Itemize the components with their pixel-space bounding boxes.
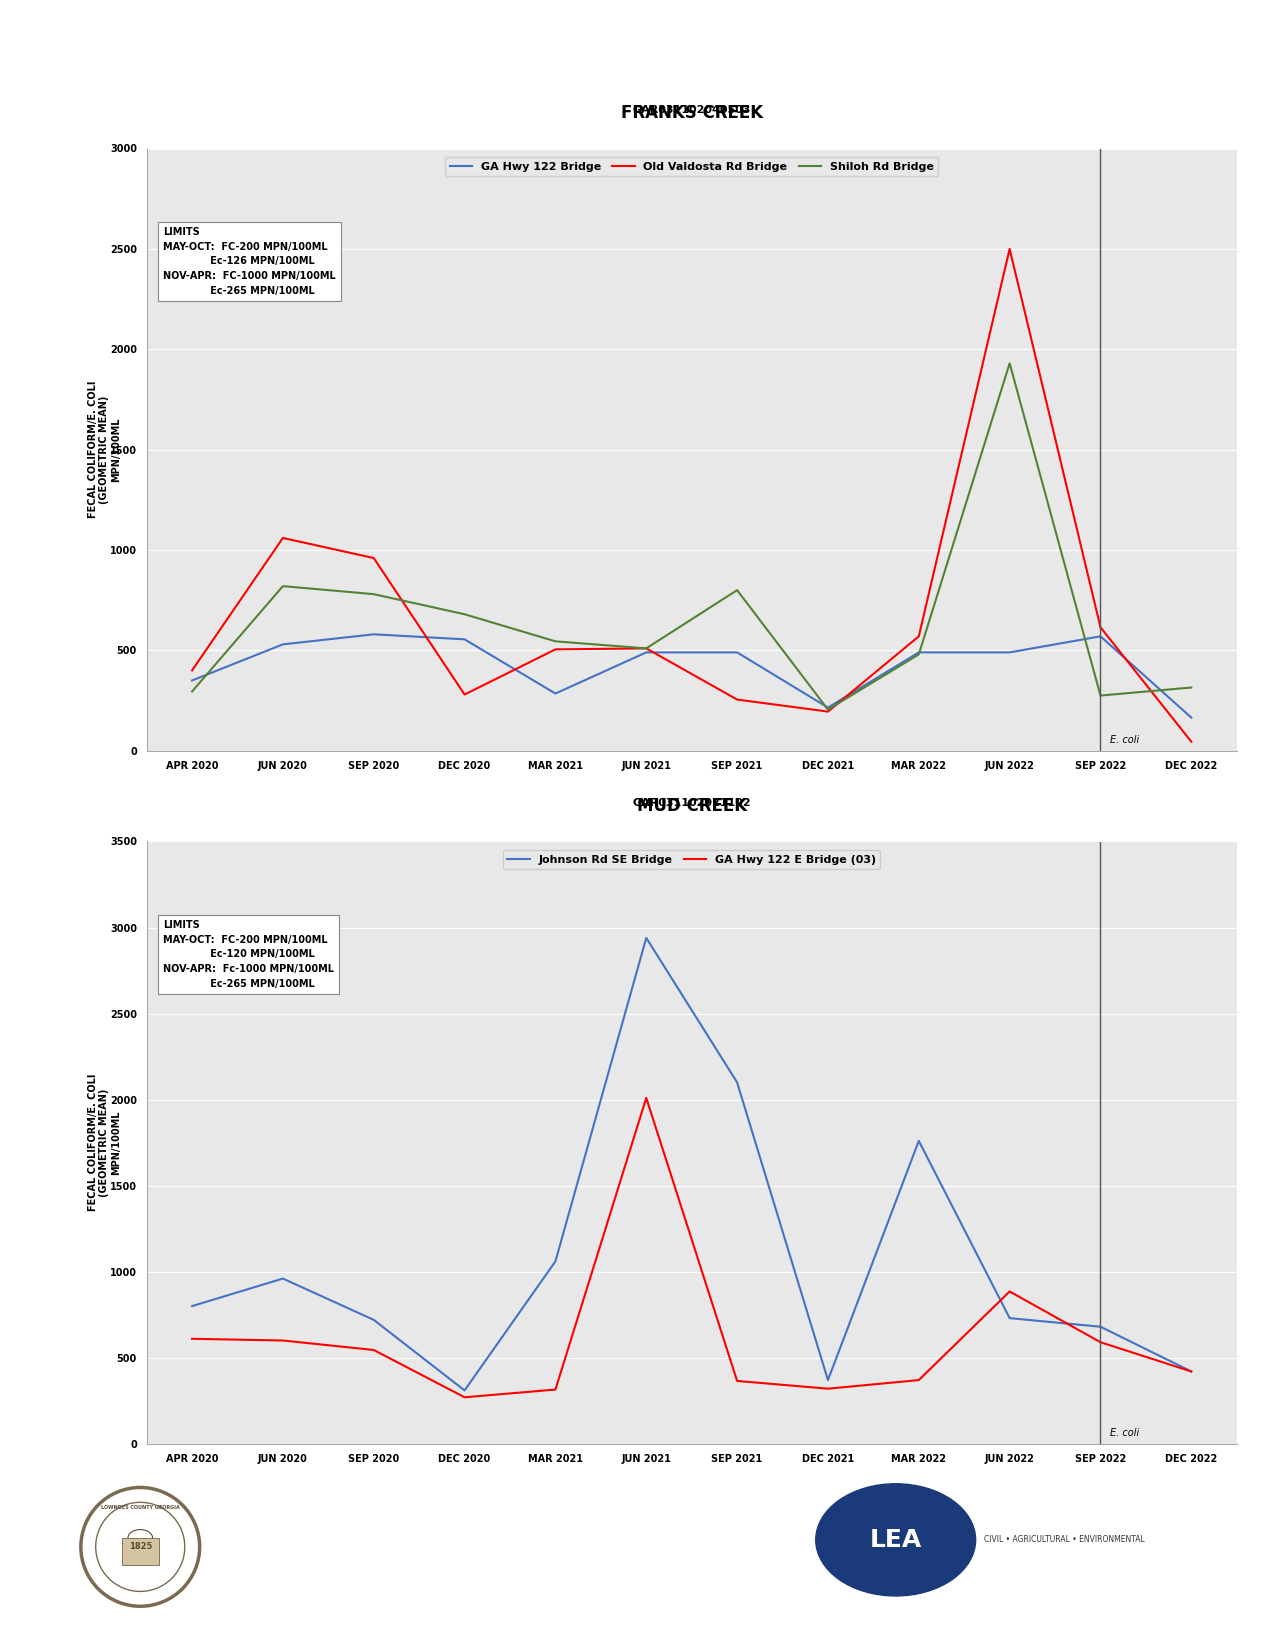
Title: MUD CREEK: MUD CREEK [636, 797, 747, 815]
Text: LEA: LEA [870, 1528, 922, 1553]
Ellipse shape [816, 1483, 975, 1596]
Text: LOWNDES COUNTY GEORGIA: LOWNDES COUNTY GEORGIA [101, 1505, 180, 1510]
Text: CIVIL • AGRICULTURAL • ENVIRONMENTAL: CIVIL • AGRICULTURAL • ENVIRONMENTAL [983, 1536, 1145, 1544]
Y-axis label: FECAL COLIFORM/E. COLI
(GEOMETRIC MEAN)
MPN/100ML: FECAL COLIFORM/E. COLI (GEOMETRIC MEAN) … [88, 381, 121, 518]
Text: 1825: 1825 [129, 1543, 152, 1551]
Title: FRANKS CREEK: FRANKS CREEK [621, 104, 762, 122]
Legend: Johnson Rd SE Bridge, GA Hwy 122 E Bridge (03): Johnson Rd SE Bridge, GA Hwy 122 E Bridg… [504, 850, 880, 870]
Text: LIMITS
MAY-OCT:  FC-200 MPN/100ML
              Ec-120 MPN/100ML
NOV-APR:  Fc-10: LIMITS MAY-OCT: FC-200 MPN/100ML Ec-120 … [163, 919, 334, 988]
Text: LIMITS
MAY-OCT:  FC-200 MPN/100ML
              Ec-126 MPN/100ML
NOV-APR:  FC-10: LIMITS MAY-OCT: FC-200 MPN/100ML Ec-126 … [163, 226, 335, 295]
Text: E. coli: E. coli [1109, 734, 1139, 744]
Y-axis label: FECAL COLIFORM/E. COLI
(GEOMETRIC MEAN)
MPN/100ML: FECAL COLIFORM/E. COLI (GEOMETRIC MEAN) … [88, 1074, 121, 1211]
Legend: GA Hwy 122 Bridge, Old Valdosta Rd Bridge, Shiloh Rd Bridge: GA Hwy 122 Bridge, Old Valdosta Rd Bridg… [445, 157, 938, 177]
Text: GAR031102021102: GAR031102021102 [632, 799, 751, 808]
Text: GAR031102040503: GAR031102040503 [632, 106, 751, 116]
Text: E. coli: E. coli [1109, 1427, 1139, 1437]
Bar [121, 1538, 159, 1566]
